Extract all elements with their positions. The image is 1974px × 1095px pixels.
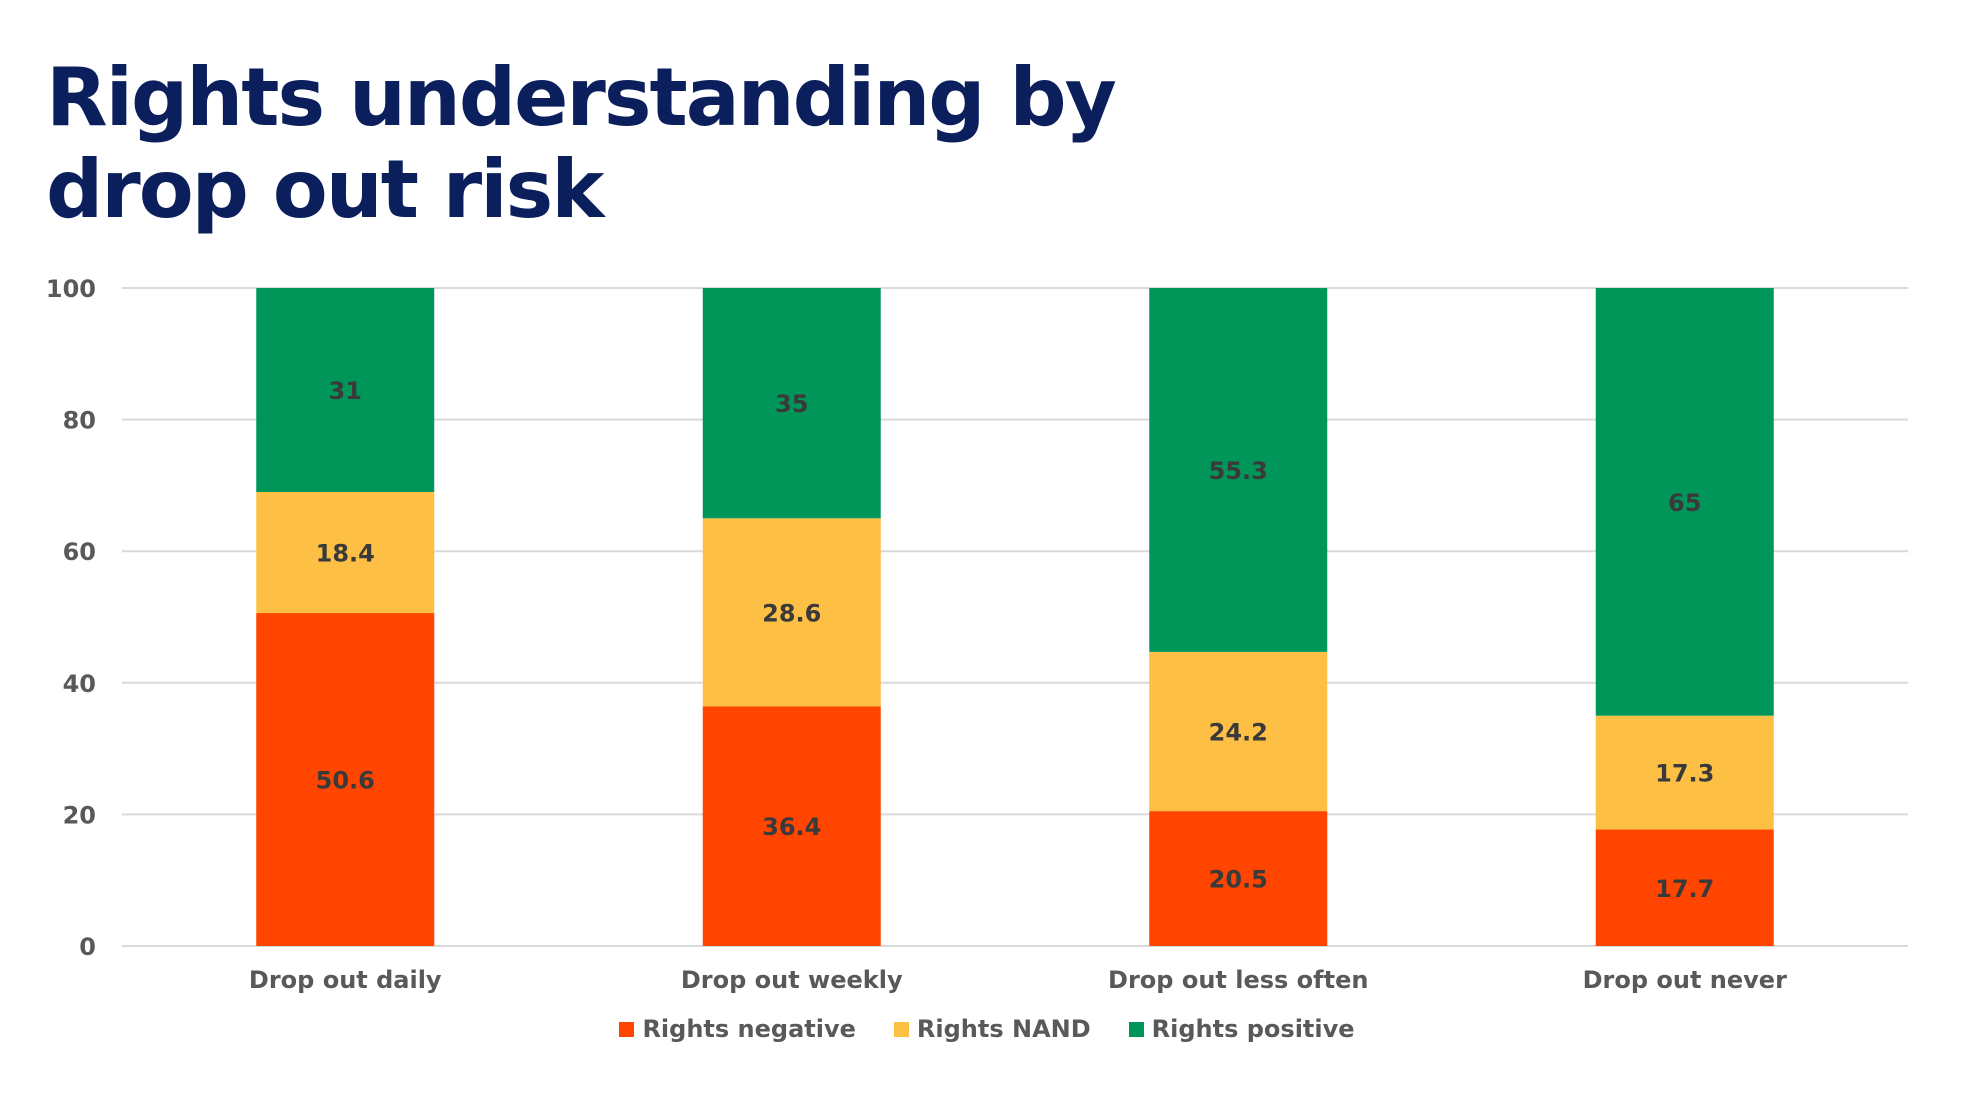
data-label: 20.5 xyxy=(1209,866,1268,894)
legend-swatch-rights-nand xyxy=(893,1021,909,1037)
bar-segment-rights-positive xyxy=(256,288,435,492)
legend: Rights negative Rights NAND Rights posit… xyxy=(0,1015,1974,1043)
legend-label: Rights negative xyxy=(642,1015,856,1043)
data-labels: 50.6 18.4 31 36.4 28.6 35 20.5 24.2 55.3 17.7 17.3… xyxy=(316,377,1715,903)
bar-segment-rights-nand xyxy=(1595,715,1774,830)
data-label: 65 xyxy=(1668,489,1701,517)
bar-segment-rights-positive xyxy=(1149,288,1328,652)
bar-segment-rights-nand xyxy=(702,518,881,707)
x-category-label: Drop out never xyxy=(1583,966,1787,994)
y-tick-label: 60 xyxy=(63,538,96,566)
legend-label: Rights positive xyxy=(1151,1015,1355,1043)
legend-swatch-rights-negative xyxy=(619,1021,635,1037)
y-axis-ticks: 0 20 40 60 80 100 xyxy=(46,275,96,961)
bar-segment-rights-positive xyxy=(702,288,881,519)
bars xyxy=(256,288,1774,946)
data-label: 50.6 xyxy=(316,767,375,795)
legend-label: Rights NAND xyxy=(916,1015,1091,1043)
bar-segment-rights-negative xyxy=(1595,829,1774,946)
data-label: 17.7 xyxy=(1655,875,1714,903)
legend-item-rights-positive[interactable]: Rights positive xyxy=(1128,1015,1355,1043)
data-label: 36.4 xyxy=(762,813,821,841)
x-axis-categories: Drop out daily Drop out weekly Drop out le… xyxy=(249,966,1787,994)
y-tick-label: 40 xyxy=(63,670,96,698)
bar-segment-rights-negative xyxy=(256,613,435,946)
y-tick-label: 20 xyxy=(63,801,96,829)
bar-segment-rights-negative xyxy=(1149,811,1328,946)
x-category-label: Drop out weekly xyxy=(681,966,903,994)
legend-item-rights-nand[interactable]: Rights NAND xyxy=(893,1015,1091,1043)
data-label: 31 xyxy=(329,377,362,405)
page-title: Rights understanding by drop out risk xyxy=(46,51,1117,236)
x-category-label: Drop out daily xyxy=(249,966,442,994)
data-label: 17.3 xyxy=(1655,760,1714,788)
x-category-label: Drop out less often xyxy=(1108,966,1368,994)
legend-item-rights-negative[interactable]: Rights negative xyxy=(619,1015,856,1043)
y-tick-label: 0 xyxy=(79,933,96,961)
bar-segment-rights-positive xyxy=(1595,288,1774,716)
data-label: 24.2 xyxy=(1209,718,1268,746)
data-label: 55.3 xyxy=(1209,457,1268,485)
bar-segment-rights-negative xyxy=(702,706,881,946)
legend-swatch-rights-positive xyxy=(1128,1021,1144,1037)
bar-segment-rights-nand xyxy=(256,491,435,614)
data-label: 35 xyxy=(775,390,808,418)
data-label: 28.6 xyxy=(762,599,821,627)
bar-segment-rights-nand xyxy=(1149,651,1328,812)
y-tick-label: 100 xyxy=(46,275,96,303)
y-tick-label: 80 xyxy=(63,407,96,435)
data-label: 18.4 xyxy=(316,540,375,568)
